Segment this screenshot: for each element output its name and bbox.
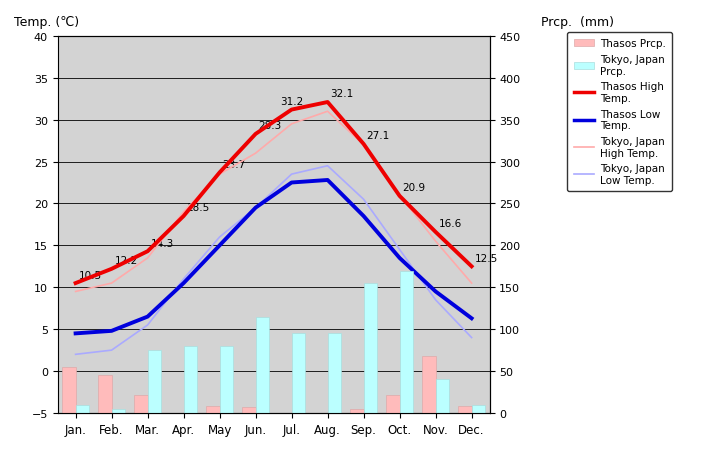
Text: Temp. (℃): Temp. (℃) xyxy=(14,16,79,29)
Bar xyxy=(436,380,449,413)
Text: 18.5: 18.5 xyxy=(186,203,210,213)
Bar xyxy=(350,409,364,413)
Bar xyxy=(148,350,161,413)
Bar xyxy=(386,395,400,413)
Text: 14.3: 14.3 xyxy=(150,238,174,248)
Text: 10.5: 10.5 xyxy=(78,270,102,280)
Text: 31.2: 31.2 xyxy=(281,97,304,107)
Bar xyxy=(400,271,413,413)
Bar xyxy=(98,375,112,413)
Bar xyxy=(458,406,472,413)
Text: 12.5: 12.5 xyxy=(474,253,498,263)
Bar xyxy=(422,356,436,413)
Text: 28.3: 28.3 xyxy=(258,121,282,131)
Bar xyxy=(292,334,305,413)
Bar xyxy=(206,406,220,413)
Bar xyxy=(256,317,269,413)
Bar xyxy=(472,405,485,413)
Bar xyxy=(364,284,377,413)
Text: Prcp.  (mm): Prcp. (mm) xyxy=(541,16,614,29)
Bar xyxy=(328,334,341,413)
Legend: Thasos Prcp., Tokyo, Japan
Prcp., Thasos High
Temp., Thasos Low
Temp., Tokyo, Ja: Thasos Prcp., Tokyo, Japan Prcp., Thasos… xyxy=(567,33,672,192)
Bar xyxy=(62,367,76,413)
Bar xyxy=(112,409,125,413)
Text: 16.6: 16.6 xyxy=(438,219,462,229)
Text: 27.1: 27.1 xyxy=(366,131,390,141)
Bar xyxy=(220,346,233,413)
Bar xyxy=(76,405,89,413)
Text: 20.9: 20.9 xyxy=(402,183,426,193)
Text: 32.1: 32.1 xyxy=(330,89,354,99)
Bar xyxy=(242,407,256,413)
Text: 23.7: 23.7 xyxy=(222,160,246,169)
Text: 12.2: 12.2 xyxy=(114,256,138,266)
Bar xyxy=(134,395,148,413)
Bar xyxy=(184,346,197,413)
